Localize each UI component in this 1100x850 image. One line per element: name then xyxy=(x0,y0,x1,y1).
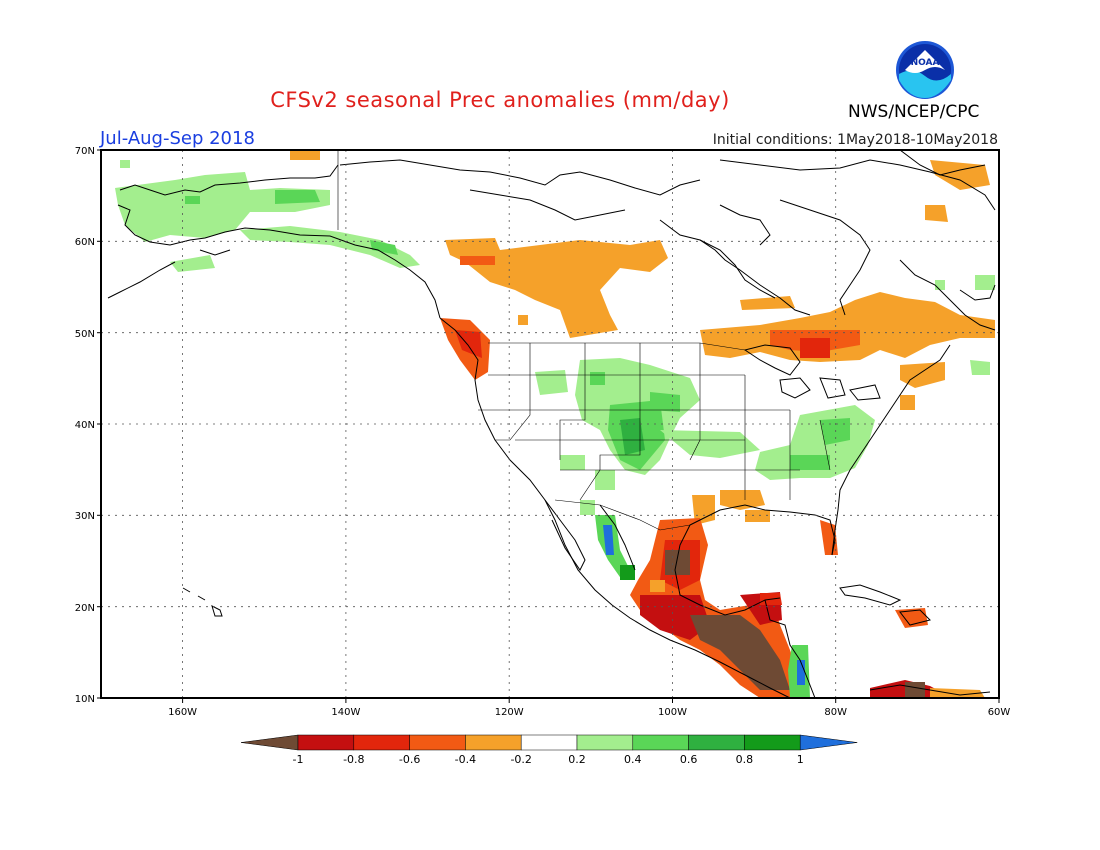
colorbar-label: -0.4 xyxy=(455,753,476,766)
colorbar-label: -0.8 xyxy=(343,753,364,766)
colorbar-segment xyxy=(353,734,410,751)
colorbar-segment xyxy=(688,734,745,751)
political-borders xyxy=(337,150,831,531)
colorbar-segment xyxy=(465,734,522,751)
lon-label-60w: 60W xyxy=(988,707,1011,718)
colorbar: -1 -0.8 -0.6 -0.4 -0.2 0.2 0.4 0.6 0.8 1 xyxy=(240,734,858,766)
anomaly-shading xyxy=(115,150,995,698)
lon-label-140w: 140W xyxy=(331,707,360,718)
colorbar-segment xyxy=(576,734,634,751)
logo-text: NOAA xyxy=(911,58,940,68)
lat-label-20n: 20N xyxy=(75,603,95,614)
axis-ticks xyxy=(97,149,1000,703)
colorbar-label: -1 xyxy=(293,753,304,766)
colorbar-segment xyxy=(744,734,801,751)
lat-label-40n: 40N xyxy=(75,420,95,431)
lat-label-50n: 50N xyxy=(75,329,95,340)
colorbar-segment xyxy=(297,734,355,751)
season-label: Jul-Aug-Sep 2018 xyxy=(100,128,255,149)
colorbar-segment xyxy=(799,734,858,751)
colorbar-label: 1 xyxy=(797,753,804,766)
colorbar-label: -0.2 xyxy=(510,753,531,766)
lat-label-70n: 70N xyxy=(75,146,95,157)
colorbar-segment xyxy=(240,734,299,751)
initial-conditions-label: Initial conditions: 1May2018-10May2018 xyxy=(712,132,998,148)
map-title: CFSv2 seasonal Prec anomalies (mm/day) xyxy=(270,88,730,112)
colorbar-label: 0.4 xyxy=(624,753,642,766)
lat-label-10n: 10N xyxy=(75,694,95,705)
colorbar-segment xyxy=(632,734,689,751)
organization-label: NWS/NCEP/CPC xyxy=(848,102,980,122)
lon-label-120w: 120W xyxy=(495,707,524,718)
lon-label-100w: 100W xyxy=(658,707,687,718)
colorbar-segment xyxy=(409,734,466,751)
colorbar-label: 0.8 xyxy=(736,753,754,766)
lon-label-160w: 160W xyxy=(168,707,197,718)
graticule xyxy=(101,150,999,698)
lat-label-30n: 30N xyxy=(75,511,95,522)
noaa-logo-icon: NOAA xyxy=(896,41,954,99)
colorbar-label: 0.6 xyxy=(680,753,698,766)
colorbar-segment xyxy=(520,734,578,751)
lat-label-60n: 60N xyxy=(75,237,95,248)
colorbar-label: 0.2 xyxy=(568,753,586,766)
colorbar-label: -0.6 xyxy=(399,753,420,766)
lon-label-80w: 80W xyxy=(824,707,847,718)
